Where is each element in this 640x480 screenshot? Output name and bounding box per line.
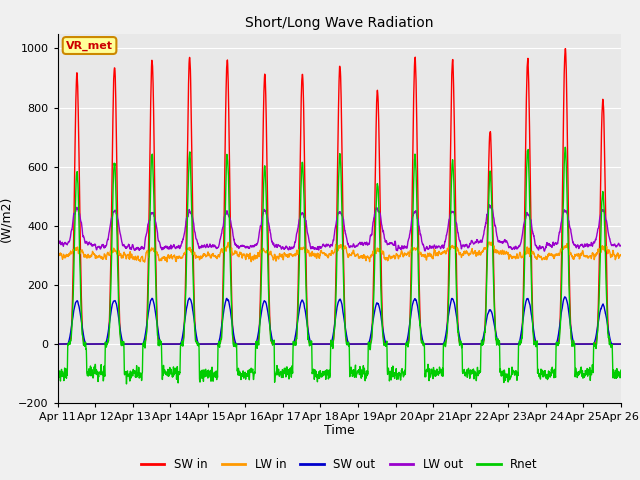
Y-axis label: (W/m2): (W/m2) [0,195,13,241]
X-axis label: Time: Time [324,424,355,437]
Title: Short/Long Wave Radiation: Short/Long Wave Radiation [245,16,433,30]
Legend: SW in, LW in, SW out, LW out, Rnet: SW in, LW in, SW out, LW out, Rnet [136,454,543,476]
Text: VR_met: VR_met [66,40,113,51]
